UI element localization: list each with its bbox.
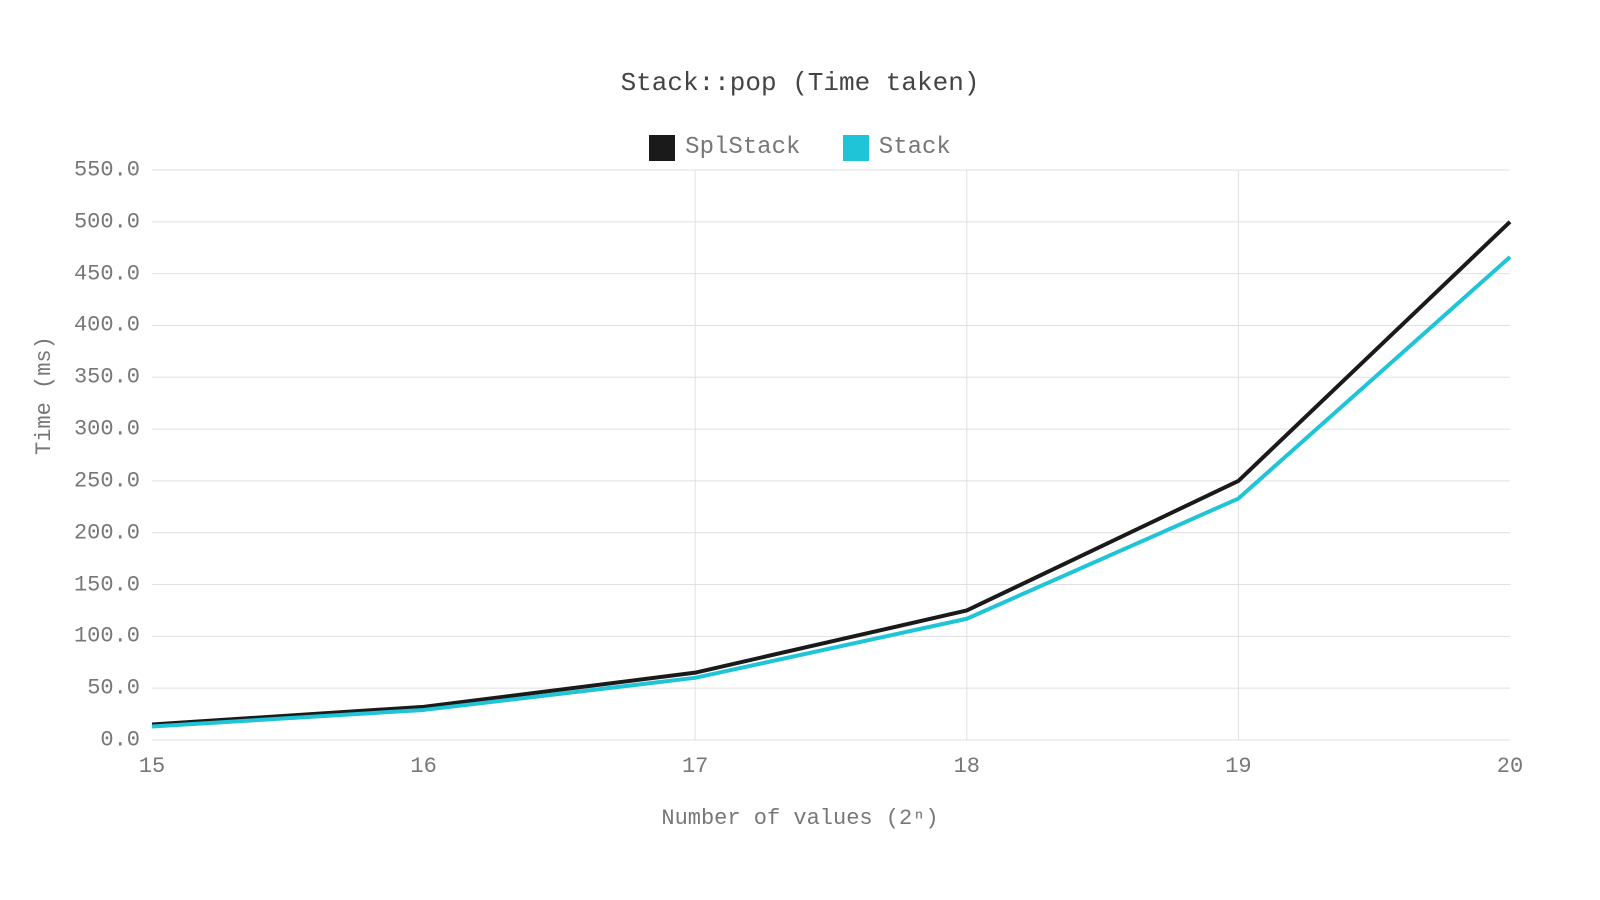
x-tick-label: 19 <box>1225 754 1251 779</box>
chart-legend: SplStack Stack <box>0 134 1600 169</box>
y-tick-label: 100.0 <box>74 624 140 649</box>
y-tick-label: 450.0 <box>74 261 140 286</box>
legend-label-splstack: SplStack <box>685 134 800 161</box>
y-tick-label: 500.0 <box>74 209 140 234</box>
legend-label-stack: Stack <box>879 134 951 161</box>
y-tick-label: 50.0 <box>87 676 140 701</box>
y-tick-label: 350.0 <box>74 365 140 390</box>
y-tick-label: 250.0 <box>74 468 140 493</box>
legend-swatch-stack <box>843 135 869 161</box>
y-tick-label: 200.0 <box>74 520 140 545</box>
x-tick-label: 17 <box>682 754 708 779</box>
x-tick-label: 18 <box>954 754 980 779</box>
y-axis-label: Time (ms) <box>32 336 57 455</box>
y-tick-label: 150.0 <box>74 572 140 597</box>
plot-svg <box>152 170 1510 740</box>
y-tick-label: 550.0 <box>74 158 140 183</box>
x-tick-label: 15 <box>139 754 165 779</box>
series-line-stack <box>152 257 1510 726</box>
legend-item-splstack: SplStack <box>649 134 800 161</box>
legend-item-stack: Stack <box>843 134 951 161</box>
plot-area: 0.050.0100.0150.0200.0250.0300.0350.0400… <box>152 170 1510 740</box>
x-axis-label: Number of values (2ⁿ) <box>0 806 1600 831</box>
y-tick-label: 400.0 <box>74 313 140 338</box>
x-tick-label: 20 <box>1497 754 1523 779</box>
legend-swatch-splstack <box>649 135 675 161</box>
chart-container: Stack::pop (Time taken) SplStack Stack T… <box>0 0 1600 900</box>
x-tick-label: 16 <box>410 754 436 779</box>
y-tick-label: 300.0 <box>74 417 140 442</box>
chart-title: Stack::pop (Time taken) <box>0 68 1600 98</box>
y-tick-label: 0.0 <box>100 728 140 753</box>
